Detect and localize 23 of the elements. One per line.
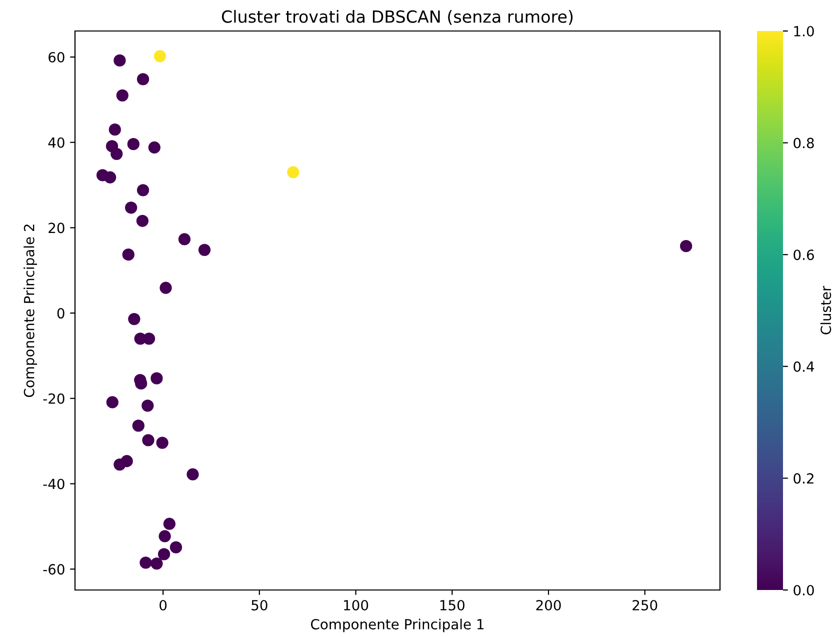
- x-tick-label: 250: [632, 600, 658, 610]
- color-bar-label: 0.8: [794, 138, 814, 148]
- y-tick-label: -40: [43, 478, 64, 490]
- y-tick-label: 20: [48, 222, 64, 234]
- y-tick-label: -60: [43, 564, 64, 575]
- y-tick-label: 40: [48, 137, 64, 148]
- y-axis-title: Componente Principale 2: [24, 224, 38, 398]
- y-tick-label: 0: [57, 308, 64, 319]
- chart-title: Cluster trovati da DBSCAN (senza rumore): [222, 10, 573, 25]
- x-tick-label: 0: [160, 600, 167, 610]
- y-tick-label: 60: [48, 52, 64, 63]
- x-tick-label: 100: [344, 600, 368, 610]
- color-bar-label: 1.0: [794, 26, 814, 36]
- x-tick-label: 200: [536, 600, 561, 610]
- x-axis-title: Componente Principale 1: [310, 618, 484, 632]
- color-bar-label: 0.2: [794, 473, 814, 484]
- x-tick-label: 150: [440, 600, 464, 610]
- color-bar-label: 0.4: [794, 361, 814, 372]
- x-tick-label: 50: [252, 600, 268, 610]
- color-bar-label: 0.6: [794, 250, 814, 260]
- color-bar-title: Cluster: [820, 286, 832, 334]
- y-tick-label: -20: [43, 393, 64, 404]
- color-bar-label: 0.0: [794, 584, 814, 596]
